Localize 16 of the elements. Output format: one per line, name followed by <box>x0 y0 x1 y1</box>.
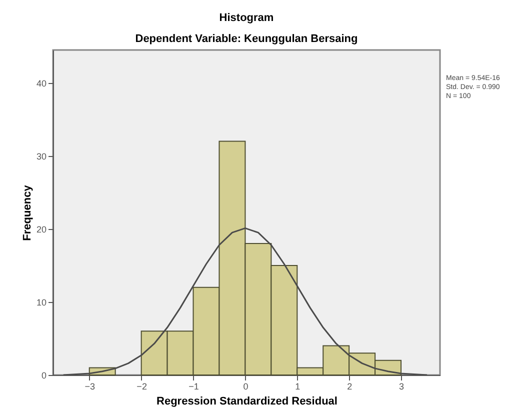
y-tick-label: 30 <box>36 151 46 162</box>
x-axis-title: Regression Standardized Residual <box>156 396 338 408</box>
x-tick-label: −3 <box>84 382 95 392</box>
x-tick-label: 3 <box>399 382 404 392</box>
x-tick-label: 2 <box>347 382 352 392</box>
y-axis-title: Frequency <box>21 184 34 241</box>
x-tick-label: 1 <box>295 382 300 392</box>
y-tick-label: 0 <box>41 370 46 380</box>
chart-subtitle: Dependent Variable: Keunggulan Bersaing <box>135 33 358 45</box>
x-tick-label: −2 <box>136 382 147 392</box>
y-tick-label: 20 <box>36 224 46 234</box>
chart-title: Histogram <box>219 12 274 24</box>
y-tick-label: 40 <box>36 78 46 88</box>
x-tick-label: 0 <box>243 382 248 392</box>
y-tick-label: 10 <box>36 297 46 308</box>
x-tick-label: −1 <box>188 382 199 392</box>
